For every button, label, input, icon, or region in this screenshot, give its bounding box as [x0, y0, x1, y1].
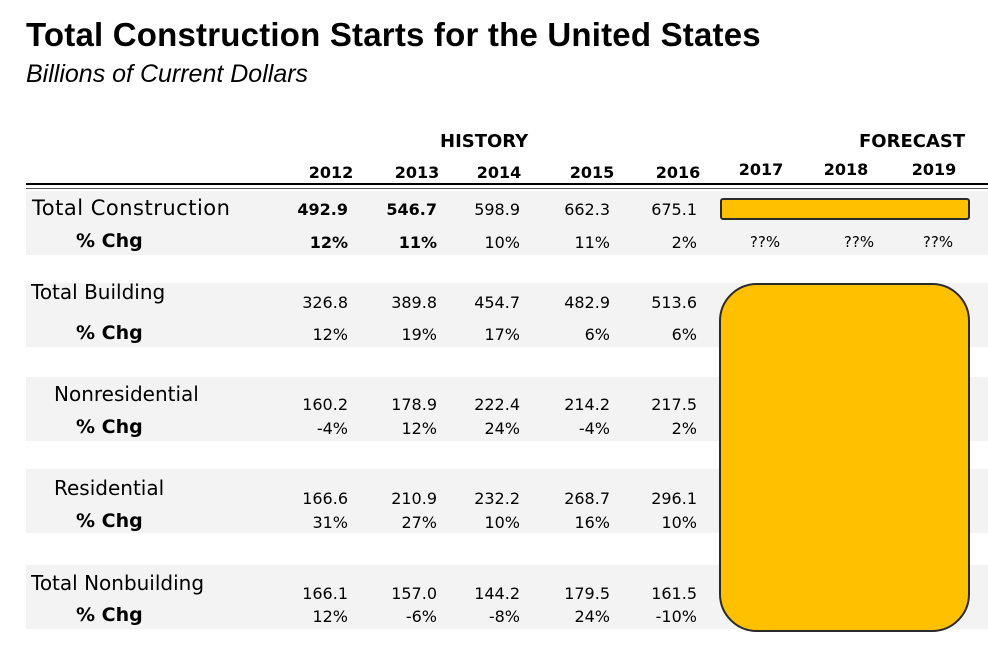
pct-chg-label: % Chg	[76, 230, 143, 252]
pct-chg-label: % Chg	[76, 416, 143, 438]
value-cell: 157.0	[391, 584, 437, 603]
forecast-highlight-box	[719, 283, 970, 632]
value-cell: 598.9	[474, 200, 520, 219]
value-cell: 166.6	[302, 489, 348, 508]
row-label: Total Nonbuilding	[31, 571, 205, 595]
pct-chg-cell: 2%	[671, 419, 697, 438]
value-cell: 161.5	[651, 584, 697, 603]
pct-chg-cell: 12%	[312, 325, 348, 344]
pct-chg-cell: -4%	[578, 419, 610, 438]
value-cell: 296.1	[651, 489, 697, 508]
value-cell: 482.9	[564, 293, 610, 312]
value-cell: 214.2	[564, 395, 610, 414]
header-rule-top	[26, 183, 988, 185]
history-label: HISTORY	[440, 131, 529, 152]
pct-chg-cell: 16%	[574, 513, 610, 532]
page-title: Total Construction Starts for the United…	[26, 16, 761, 53]
pct-chg-cell: 12%	[401, 419, 437, 438]
year-header-2017: 2017	[738, 160, 784, 179]
value-cell: 326.8	[302, 293, 348, 312]
pct-chg-cell: 11%	[398, 233, 437, 252]
year-header-2013: 2013	[394, 163, 440, 182]
value-cell: 546.7	[386, 200, 437, 219]
row-label: Nonresidential	[54, 382, 199, 406]
forecast-pct-chg-cell: ??%	[749, 233, 781, 251]
pct-chg-cell: 12%	[312, 607, 348, 626]
value-cell: 160.2	[302, 395, 348, 414]
year-header-2014: 2014	[476, 163, 522, 182]
year-header-2012: 2012	[308, 163, 354, 182]
value-cell: 166.1	[302, 584, 348, 603]
year-header-2018: 2018	[823, 160, 869, 179]
value-cell: 144.2	[474, 584, 520, 603]
row-label: Total Building	[31, 280, 166, 304]
row-label: Total Construction	[32, 196, 231, 220]
pct-chg-label: % Chg	[76, 322, 143, 344]
pct-chg-cell: 31%	[312, 513, 348, 532]
page-subtitle: Billions of Current Dollars	[26, 60, 309, 88]
value-cell: 210.9	[391, 489, 437, 508]
pct-chg-cell: 6%	[671, 325, 697, 344]
forecast-label: FORECAST	[859, 131, 966, 152]
pct-chg-cell: -6%	[405, 607, 437, 626]
value-cell: 268.7	[564, 489, 610, 508]
year-header-2016: 2016	[655, 163, 701, 182]
pct-chg-cell: 17%	[484, 325, 520, 344]
pct-chg-cell: 24%	[484, 419, 520, 438]
value-cell: 492.9	[297, 200, 348, 219]
pct-chg-cell: 27%	[401, 513, 437, 532]
pct-chg-cell: -8%	[488, 607, 520, 626]
pct-chg-cell: -10%	[655, 607, 697, 626]
pct-chg-cell: 6%	[584, 325, 610, 344]
value-cell: 454.7	[474, 293, 520, 312]
value-cell: 232.2	[474, 489, 520, 508]
header-rule-bottom	[26, 188, 988, 189]
pct-chg-cell: 24%	[574, 607, 610, 626]
value-cell: 217.5	[651, 395, 697, 414]
row-label: Residential	[54, 476, 165, 500]
pct-chg-cell: 11%	[574, 233, 610, 252]
pct-chg-cell: 10%	[661, 513, 697, 532]
forecast-pct-chg-cell: ??%	[922, 233, 954, 251]
pct-chg-cell: 19%	[401, 325, 437, 344]
pct-chg-cell: 12%	[309, 233, 348, 252]
value-cell: 662.3	[564, 200, 610, 219]
value-cell: 675.1	[651, 200, 697, 219]
forecast-highlight-bar	[720, 198, 970, 220]
value-cell: 389.8	[391, 293, 437, 312]
value-cell: 513.6	[651, 293, 697, 312]
value-cell: 178.9	[391, 395, 437, 414]
pct-chg-cell: 10%	[484, 233, 520, 252]
value-cell: 222.4	[474, 395, 520, 414]
forecast-pct-chg-cell: ??%	[843, 233, 875, 251]
value-cell: 179.5	[564, 584, 610, 603]
pct-chg-label: % Chg	[76, 510, 143, 532]
year-header-2019: 2019	[911, 160, 957, 179]
year-header-2015: 2015	[569, 163, 615, 182]
pct-chg-cell: -4%	[316, 419, 348, 438]
pct-chg-label: % Chg	[76, 604, 143, 626]
pct-chg-cell: 10%	[484, 513, 520, 532]
pct-chg-cell: 2%	[671, 233, 697, 252]
